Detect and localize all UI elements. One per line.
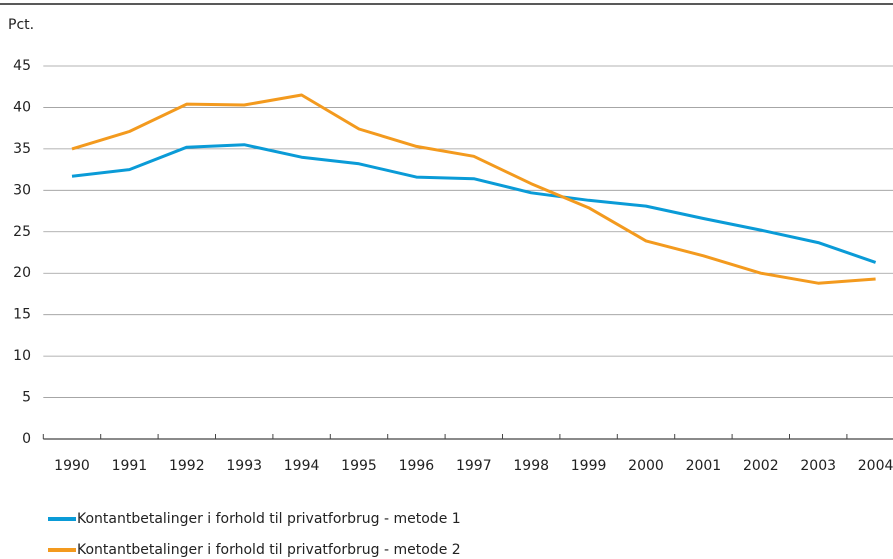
x-tick-label: 1998 (513, 458, 549, 474)
y-tick-label: 10 (13, 348, 31, 364)
x-tick-label: 1999 (571, 458, 607, 474)
y-tick-label: 20 (13, 265, 31, 281)
x-tick-label: 1992 (169, 458, 205, 474)
x-tick-label: 1994 (284, 458, 320, 474)
x-tick-label: 1997 (456, 458, 492, 474)
y-tick-label: 30 (13, 182, 31, 198)
x-tick-label: 2002 (743, 458, 779, 474)
x-tick-label: 1991 (112, 458, 148, 474)
x-tick-label: 1993 (226, 458, 262, 474)
y-tick-label: 40 (13, 99, 31, 115)
y-axis-label: Pct. (8, 17, 34, 33)
line-series (71, 143, 877, 264)
x-tick-label: 1996 (399, 458, 435, 474)
x-tick-label: 2000 (628, 458, 664, 474)
y-tick-label: 15 (13, 307, 31, 323)
y-tick-label: 0 (22, 431, 31, 447)
x-tick-label: 2001 (686, 458, 722, 474)
x-tick-label: 2004 (858, 458, 893, 474)
line-series (71, 93, 876, 285)
x-tick-label: 1995 (341, 458, 377, 474)
y-tick-label: 5 (22, 390, 31, 406)
y-tick-label: 25 (13, 224, 31, 240)
legend-label: Kontantbetalinger i forhold til privatfo… (77, 542, 461, 558)
legend-label: Kontantbetalinger i forhold til privatfo… (77, 511, 461, 527)
y-tick-label: 35 (13, 141, 31, 157)
y-tick-label: 45 (13, 58, 31, 74)
x-tick-label: 1990 (54, 458, 90, 474)
x-tick-label: 2003 (800, 458, 836, 474)
